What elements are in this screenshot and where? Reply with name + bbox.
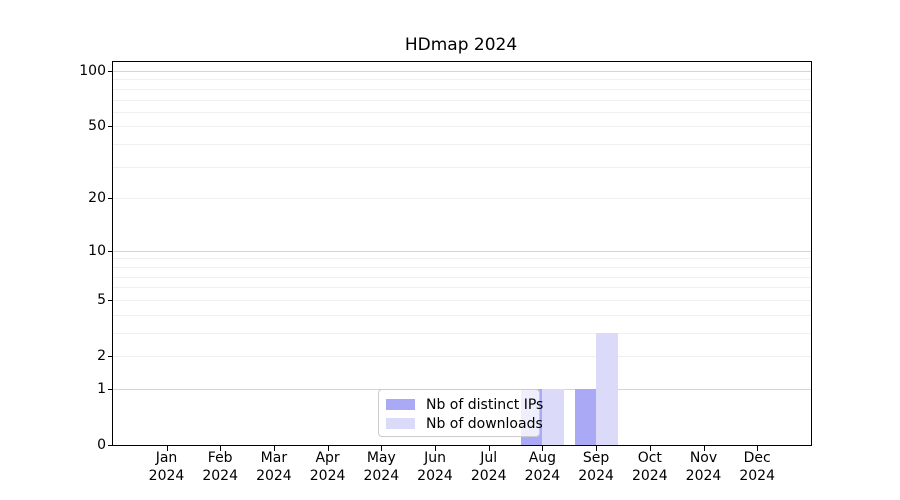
gridline-minor (113, 314, 811, 316)
x-axis-tick (757, 446, 759, 451)
gridline-minor (113, 126, 811, 128)
gridline-minor (113, 266, 811, 268)
x-tick-year: 2024 (470, 468, 507, 484)
gridline-major (113, 250, 811, 252)
bar-downloads (596, 332, 618, 445)
x-tick-label: Nov 2024 (664, 449, 744, 485)
x-axis-tick (220, 446, 222, 451)
x-tick-label: Dec 2024 (717, 449, 797, 485)
x-tick-label: May 2024 (341, 449, 421, 485)
x-tick-year: 2024 (631, 468, 668, 484)
legend: Nb of distinct IPs Nb of downloads (378, 389, 543, 437)
x-tick-month: Dec (743, 450, 771, 466)
gridline-minor (113, 111, 811, 113)
y-tick-label: 2 (97, 348, 106, 364)
y-tick-label: 50 (88, 118, 106, 135)
gridline-minor (113, 88, 811, 90)
gridline-minor (113, 99, 811, 101)
y-tick-label: 20 (88, 190, 106, 207)
x-axis-tick (381, 446, 383, 451)
gridline-minor (113, 198, 811, 200)
x-tick-month: Oct (637, 450, 662, 466)
x-axis-tick (649, 446, 651, 451)
x-tick-year: 2024 (417, 468, 453, 484)
chart-title: HDmap 2024 (404, 35, 518, 55)
y-tick-label: 100 (79, 63, 106, 79)
x-axis-tick (327, 446, 329, 451)
bar-distinct-ips (574, 388, 597, 445)
legend-entry-distinct-ips: Nb of distinct IPs (386, 395, 543, 414)
x-tick-label: Sep 2024 (556, 449, 636, 485)
gridline-minor (113, 144, 811, 146)
y-tick-label: 10 (88, 242, 106, 259)
y-axis-tick (108, 71, 113, 72)
x-axis-tick (542, 446, 544, 451)
x-tick-year: 2024 (685, 468, 722, 484)
x-tick-month: Nov (689, 450, 718, 466)
x-tick-month: Feb (207, 450, 233, 466)
x-tick-month: Jun (424, 450, 446, 466)
x-tick-month: Jul (480, 450, 498, 466)
x-tick-label: Jul 2024 (449, 449, 529, 485)
x-tick-label: Jan 2024 (127, 449, 207, 485)
x-axis-tick (166, 446, 168, 451)
gridline-minor (113, 332, 811, 334)
legend-swatch-downloads (386, 418, 415, 429)
x-tick-month: Mar (260, 450, 288, 466)
gridline-minor (113, 258, 811, 260)
plot-area: Nb of distinct IPs Nb of downloads (112, 61, 812, 446)
y-axis-tick (108, 445, 113, 446)
legend-label: Nb of distinct IPs (426, 396, 544, 413)
legend-label: Nb of downloads (426, 415, 543, 432)
legend-swatch-distinct-ips (386, 399, 415, 410)
y-tick-label: 0 (97, 437, 106, 453)
y-axis-tick (108, 388, 113, 390)
y-axis-tick (108, 299, 113, 301)
x-axis-tick (703, 446, 705, 451)
x-axis-tick (435, 446, 436, 451)
legend-entry-downloads: Nb of downloads (386, 414, 543, 433)
x-tick-year: 2024 (524, 468, 561, 484)
gridline-minor (113, 356, 811, 357)
x-tick-year: 2024 (309, 468, 346, 484)
x-axis-tick (273, 446, 275, 451)
x-tick-month: May (366, 450, 396, 466)
gridline-minor (113, 276, 811, 278)
gridline-minor (113, 287, 811, 289)
x-tick-year: 2024 (739, 468, 775, 484)
y-axis-tick (108, 198, 113, 200)
x-tick-label: Mar 2024 (234, 449, 314, 485)
x-tick-month: Jan (155, 450, 178, 466)
y-axis-tick (108, 126, 113, 128)
x-axis-tick (488, 446, 490, 451)
x-tick-month: Aug (528, 450, 557, 466)
x-axis-tick (596, 446, 598, 451)
gridline-minor (113, 166, 811, 168)
x-tick-month: Apr (315, 450, 340, 466)
x-tick-month: Sep (582, 450, 610, 466)
gridline-major (113, 71, 811, 72)
x-tick-year: 2024 (148, 468, 185, 484)
x-tick-year: 2024 (202, 468, 238, 484)
y-tick-label: 5 (97, 291, 106, 308)
x-tick-label: Aug 2024 (502, 449, 582, 485)
x-tick-label: Jun 2024 (395, 449, 475, 485)
y-tick-label: 1 (97, 380, 106, 397)
bar-downloads (542, 388, 564, 445)
y-axis-tick (108, 356, 113, 357)
x-tick-year: 2024 (363, 468, 400, 484)
x-tick-label: Feb 2024 (180, 449, 260, 485)
x-tick-label: Apr 2024 (288, 449, 368, 485)
x-tick-label: Oct 2024 (610, 449, 690, 485)
gridline-minor (113, 299, 811, 301)
y-axis-tick (108, 250, 113, 252)
gridline-minor (113, 79, 811, 81)
x-tick-year: 2024 (578, 468, 614, 484)
x-tick-year: 2024 (256, 468, 292, 484)
